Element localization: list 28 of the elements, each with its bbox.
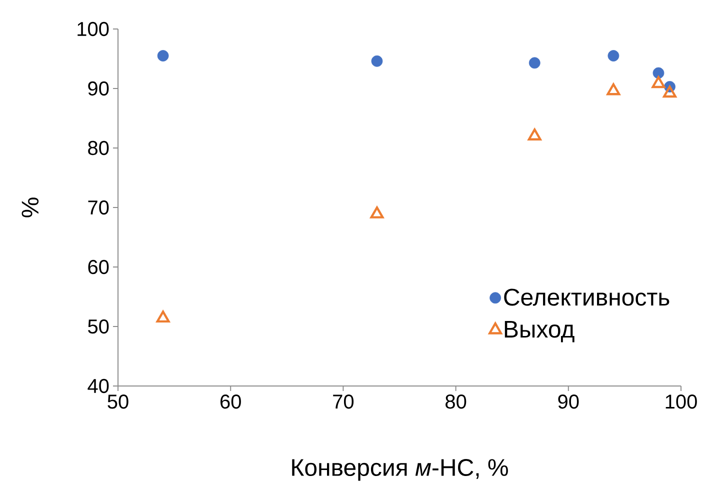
x-axis-title: Конверсия м-НС, % bbox=[292, 459, 508, 481]
y-tick-label: 70 bbox=[88, 200, 109, 215]
y-axis-title: % bbox=[22, 198, 39, 218]
point bbox=[370, 206, 384, 218]
y-tick-label: 90 bbox=[88, 81, 109, 96]
point bbox=[652, 67, 664, 79]
point bbox=[663, 86, 676, 98]
legend-label: Селективность bbox=[504, 288, 670, 306]
legend-label: Выход bbox=[504, 320, 574, 342]
y-tick-label: 40 bbox=[88, 378, 109, 394]
point bbox=[608, 50, 620, 62]
point bbox=[157, 50, 169, 62]
y-tick-label: 100 bbox=[78, 22, 109, 36]
point bbox=[606, 83, 620, 96]
x-tick-label: 90 bbox=[558, 394, 579, 409]
point bbox=[371, 55, 383, 67]
y-tick-label: 60 bbox=[88, 260, 109, 274]
x-tick-label: 100 bbox=[666, 394, 697, 409]
y-tick-label: 80 bbox=[88, 140, 109, 156]
y-tick-label: 50 bbox=[88, 319, 109, 334]
point bbox=[156, 310, 170, 323]
x-tick-label: 70 bbox=[333, 394, 354, 409]
x-tick-label: 80 bbox=[446, 394, 466, 409]
point bbox=[528, 128, 542, 140]
x-tick-label: 60 bbox=[220, 394, 241, 409]
point bbox=[652, 76, 666, 88]
point bbox=[528, 57, 540, 69]
x-tick-label: 50 bbox=[108, 394, 128, 409]
